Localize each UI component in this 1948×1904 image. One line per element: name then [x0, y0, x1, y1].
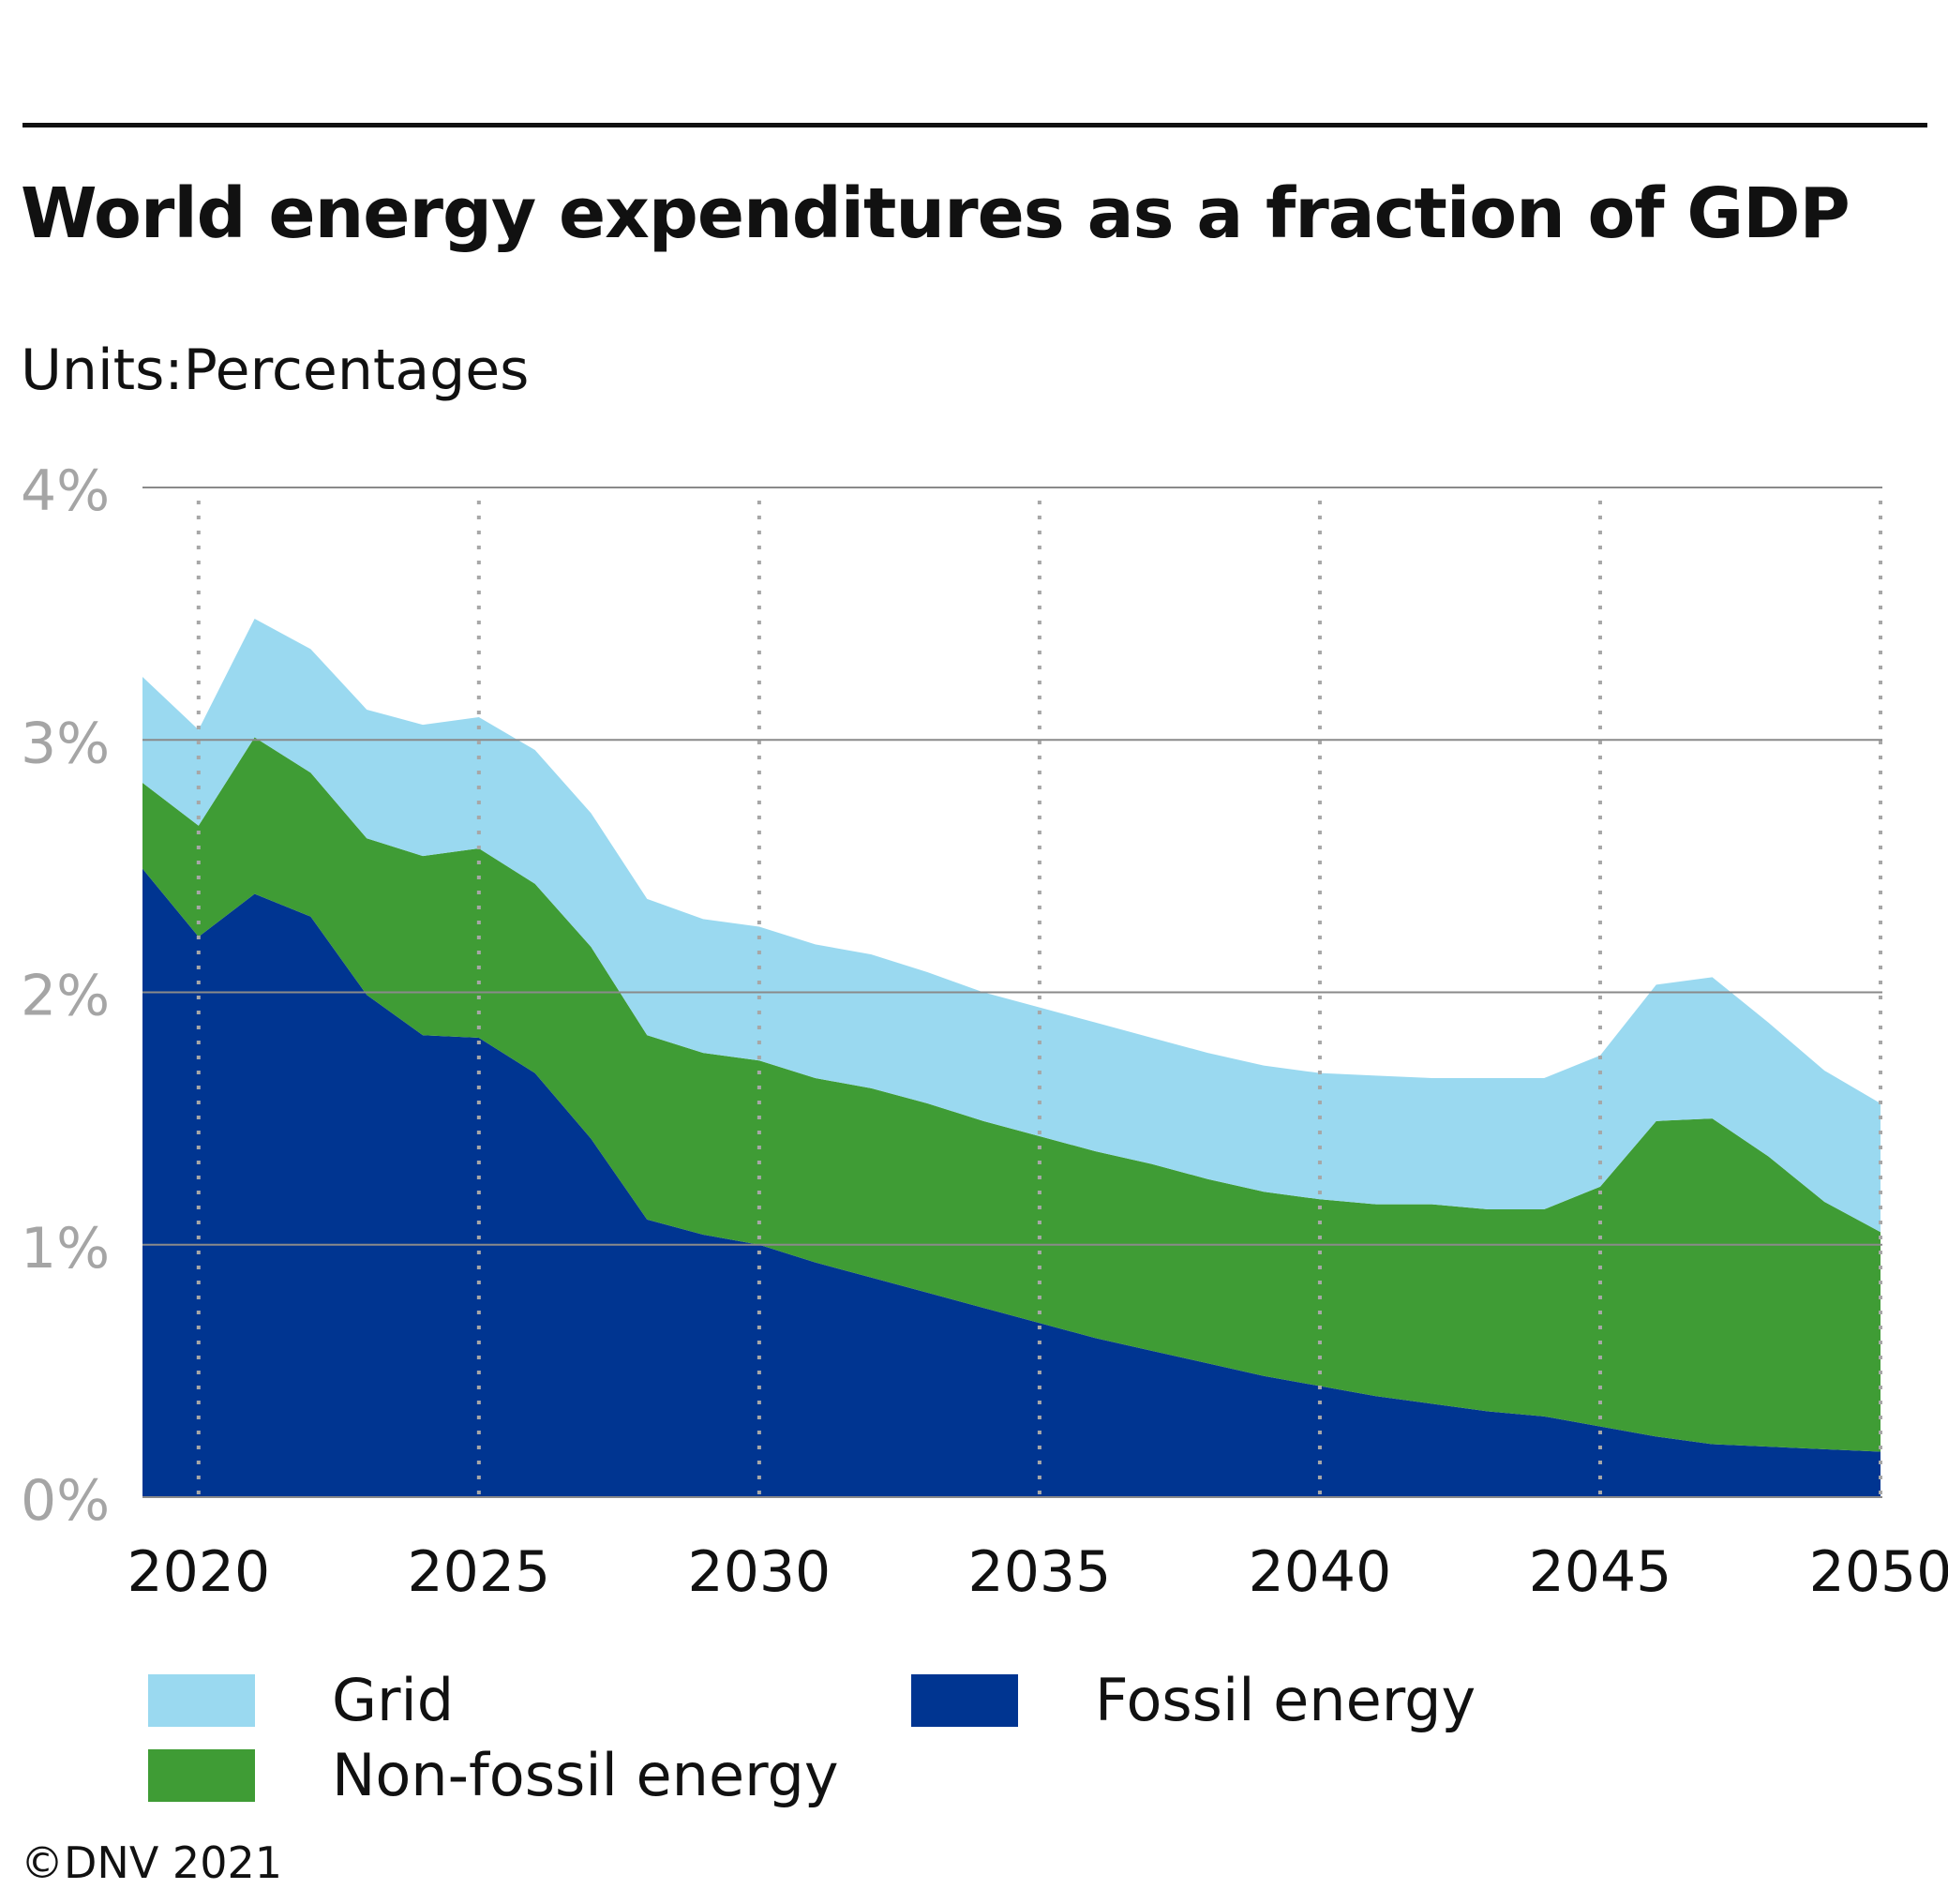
chart-title: World energy expenditures as a fraction … — [21, 173, 1851, 254]
y-tick-label: 1% — [21, 1216, 110, 1282]
y-tick-label: 4% — [21, 458, 110, 524]
chart-axis-labels: 0% 1% 2% 3% 4% 2020 2025 2030 2035 2040 2045 2050 — [21, 458, 1948, 1605]
units-label: Units:Percentages — [21, 337, 530, 403]
x-tick-label: 2035 — [968, 1539, 1112, 1605]
legend-swatch-fossil-energy — [911, 1674, 1018, 1727]
top-rule — [22, 123, 1927, 127]
legend-label-grid: Grid — [332, 1666, 455, 1734]
chart-grid — [142, 487, 1882, 1498]
x-tick-label: 2025 — [407, 1539, 550, 1605]
x-tick-label: 2050 — [1809, 1539, 1948, 1605]
chart-areas — [142, 619, 1881, 1497]
y-tick-label: 2% — [21, 964, 110, 1029]
legend-label-fossil-energy: Fossil energy — [1095, 1666, 1476, 1734]
area-grid — [142, 619, 1881, 1233]
area-fossil-energy — [142, 868, 1881, 1497]
x-tick-label: 2040 — [1249, 1539, 1392, 1605]
copyright-credit: ©DNV 2021 — [21, 1837, 282, 1888]
y-tick-label: 0% — [21, 1468, 110, 1534]
area-non-fossil-energy — [142, 737, 1881, 1452]
legend-label-non-fossil-energy: Non-fossil energy — [332, 1741, 839, 1809]
x-tick-label: 2030 — [688, 1539, 832, 1605]
y-tick-label: 3% — [21, 711, 110, 776]
x-tick-label: 2020 — [127, 1539, 270, 1605]
legend: Grid Non-fossil energy Fossil energy — [0, 1667, 1948, 1826]
legend-swatch-non-fossil-energy — [148, 1749, 255, 1802]
x-tick-label: 2045 — [1529, 1539, 1672, 1605]
area-chart: 0% 1% 2% 3% 4% 2020 2025 2030 2035 2040 2045 2050 — [21, 458, 1948, 1605]
legend-swatch-grid — [148, 1674, 255, 1727]
